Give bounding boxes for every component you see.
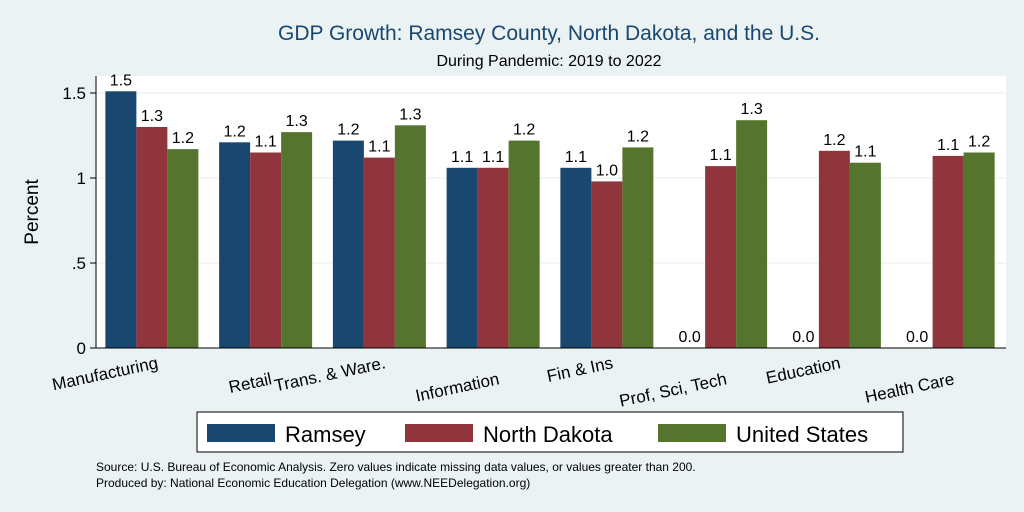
bars (105, 91, 995, 349)
legend-box (196, 411, 904, 453)
bar (736, 120, 768, 348)
data-label: 1.1 (451, 149, 473, 166)
data-label: 1.1 (937, 137, 959, 154)
data-label: 0.0 (906, 329, 928, 346)
data-label: 0.0 (792, 329, 814, 346)
y-tick-label: 0 (77, 339, 86, 358)
legend-label: United States (736, 422, 868, 447)
data-label: 1.2 (627, 128, 649, 145)
chart-subtitle: During Pandemic: 2019 to 2022 (436, 53, 661, 70)
bar (136, 127, 168, 348)
data-label: 1.3 (399, 106, 421, 123)
data-label: 0.0 (679, 329, 701, 346)
bar (849, 162, 881, 348)
data-label: 1.3 (741, 101, 763, 118)
bar (963, 152, 995, 348)
data-label: 1.3 (141, 108, 163, 125)
data-label: 1.2 (513, 122, 535, 139)
bar (705, 166, 737, 348)
legend-label: North Dakota (483, 422, 613, 447)
data-label: 1.1 (854, 144, 876, 161)
bar (932, 155, 964, 348)
producer-note: Produced by: National Economic Education… (96, 476, 530, 490)
y-tick-label: .5 (72, 254, 86, 273)
legend: Ramsey North Dakota United States (196, 411, 904, 453)
legend-swatch (405, 424, 473, 442)
y-tick-label: 1.5 (62, 84, 86, 103)
x-tick-label: Education (764, 353, 842, 387)
data-label: 1.3 (286, 113, 308, 130)
bar (446, 167, 478, 348)
data-label: 1.5 (110, 72, 132, 89)
bar (477, 167, 509, 348)
data-label: 1.1 (565, 149, 587, 166)
y-tick-label: 1 (77, 169, 86, 188)
x-tick-label: Retail (227, 369, 273, 397)
bar (622, 147, 654, 348)
bar (332, 140, 364, 348)
bar (219, 142, 251, 348)
x-tick-label: Manufacturing (50, 353, 159, 394)
bar (818, 150, 850, 348)
source-note: Source: U.S. Bureau of Economic Analysis… (96, 460, 696, 474)
data-label: 1.2 (823, 132, 845, 149)
bar (167, 149, 199, 348)
data-label: 1.2 (224, 123, 246, 140)
x-tick-label: Health Care (863, 369, 956, 406)
data-label: 1.0 (596, 162, 618, 179)
data-label: 1.1 (482, 149, 504, 166)
x-tick-label: Prof, Sci, Tech (618, 369, 729, 410)
x-axis: Manufacturing Retail Trans. & Ware. Informa… (50, 347, 1006, 411)
x-tick-label: Fin & Ins (545, 353, 615, 386)
bar (560, 167, 592, 348)
data-label: 1.1 (255, 134, 277, 151)
data-labels: 1.5 1.3 1.2 1.2 1.1 1.3 1.2 1.1 1.3 1.1 1.1 1.2 1.1 1… (110, 72, 991, 346)
bar (591, 181, 623, 348)
bar (363, 157, 395, 348)
legend-swatch (207, 424, 275, 442)
data-label: 1.2 (172, 130, 194, 147)
chart-title: GDP Growth: Ramsey County, North Dakota,… (278, 22, 820, 45)
x-tick-label: Information (414, 369, 501, 405)
data-label: 1.2 (337, 122, 359, 139)
legend-label: Ramsey (285, 422, 366, 447)
y-axis: 0 .5 1 1.5 (62, 76, 97, 358)
bar (508, 140, 540, 348)
data-label: 1.2 (968, 134, 990, 151)
data-label: 1.1 (710, 147, 732, 164)
bar (281, 132, 313, 348)
bar (105, 91, 137, 349)
bar (250, 152, 282, 348)
data-label: 1.1 (368, 139, 390, 156)
bar (394, 125, 426, 348)
x-tick-label: Trans. & Ware. (273, 353, 388, 395)
y-axis-label: Percent (22, 179, 43, 245)
legend-swatch (658, 424, 726, 442)
